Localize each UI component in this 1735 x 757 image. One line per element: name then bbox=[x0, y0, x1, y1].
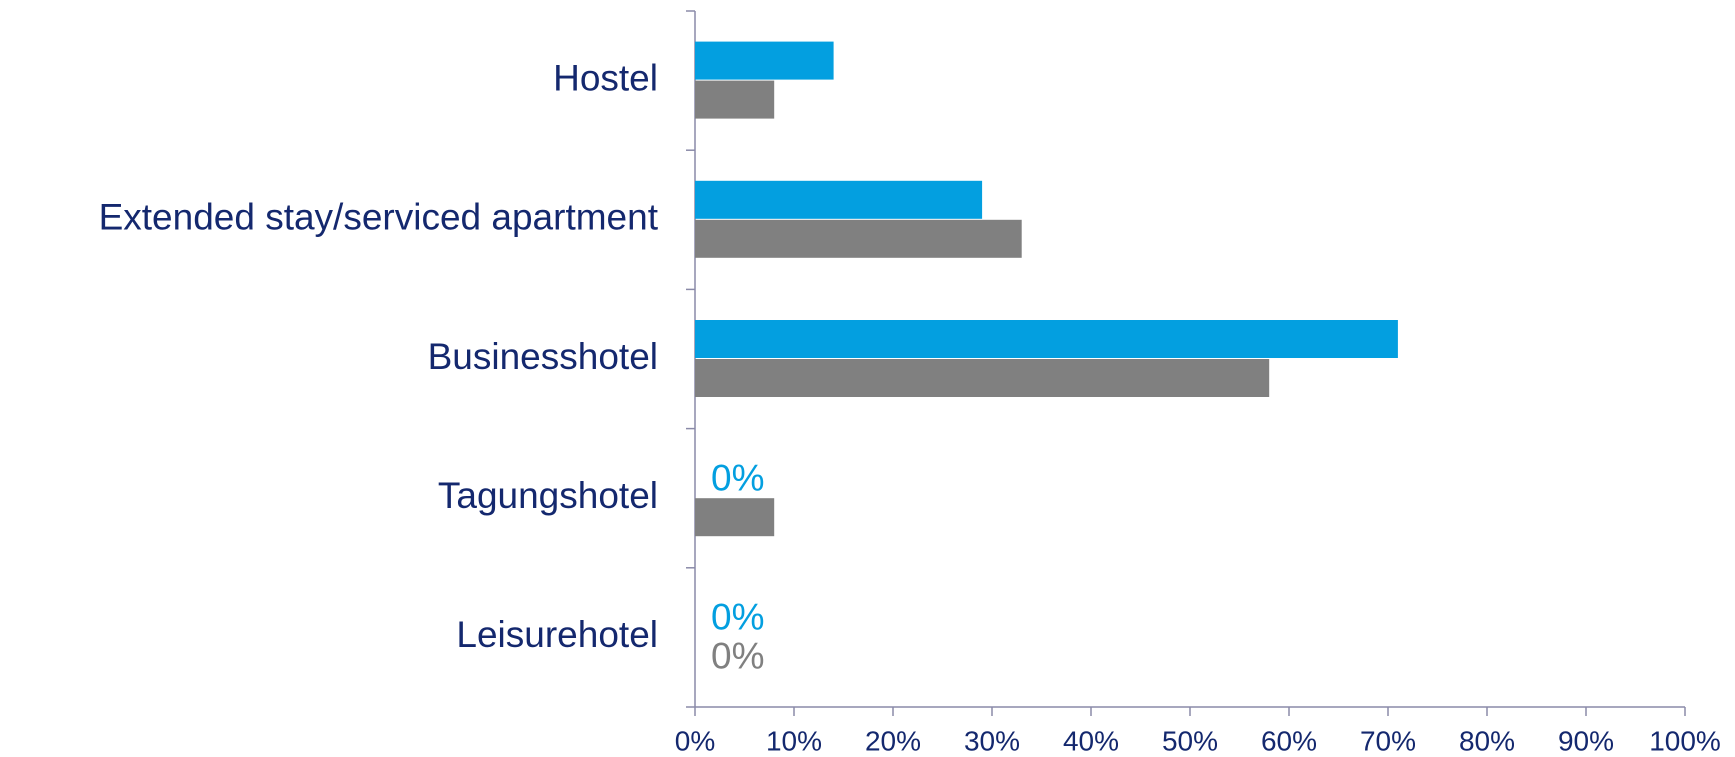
bar bbox=[695, 180, 983, 219]
category-label: Extended stay/serviced apartment bbox=[99, 197, 659, 238]
value-label: 0% bbox=[711, 457, 764, 498]
x-tick-label: 30% bbox=[964, 725, 1020, 756]
x-tick-label: 20% bbox=[865, 725, 921, 756]
x-tick-label: 0% bbox=[675, 725, 715, 756]
bar bbox=[695, 80, 775, 119]
x-tick-label: 100% bbox=[1649, 725, 1721, 756]
bar bbox=[695, 320, 1398, 358]
x-tick-label: 90% bbox=[1558, 725, 1614, 756]
x-tick-label: 10% bbox=[766, 725, 822, 756]
category-label: Hostel bbox=[553, 57, 658, 98]
bar bbox=[695, 498, 775, 537]
x-tick-label: 80% bbox=[1459, 725, 1515, 756]
value-label: 0% bbox=[711, 636, 764, 677]
x-tick-label: 50% bbox=[1162, 725, 1218, 756]
x-tick-label: 40% bbox=[1063, 725, 1119, 756]
value-label: 0% bbox=[711, 597, 764, 638]
category-label: Leisurehotel bbox=[456, 614, 658, 655]
bar bbox=[695, 219, 1022, 258]
category-label: Businesshotel bbox=[428, 336, 658, 377]
bar bbox=[695, 41, 834, 80]
x-tick-label: 60% bbox=[1261, 725, 1317, 756]
category-label: Tagungshotel bbox=[438, 475, 658, 516]
bar bbox=[695, 359, 1270, 397]
x-tick-label: 70% bbox=[1360, 725, 1416, 756]
